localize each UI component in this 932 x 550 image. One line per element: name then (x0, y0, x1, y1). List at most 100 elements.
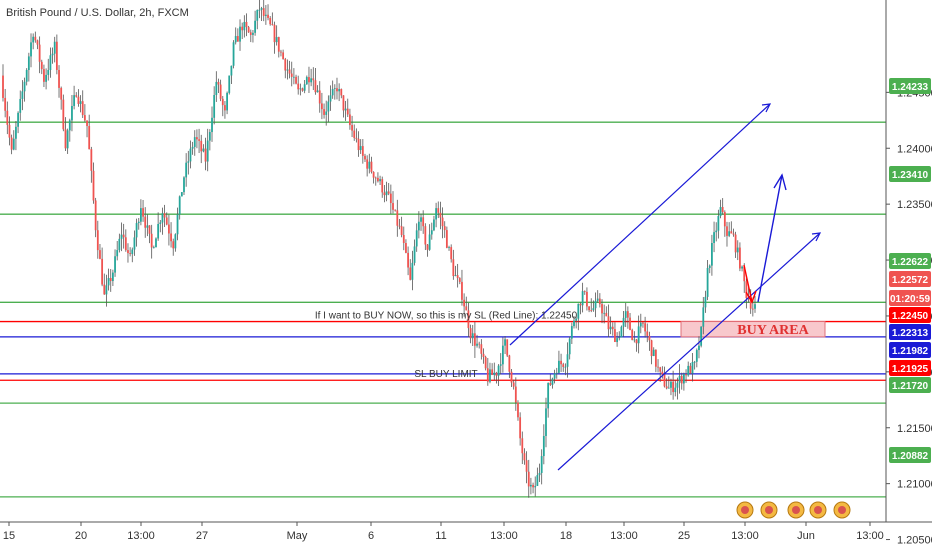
x-tick-label: 6 (368, 530, 374, 542)
candle-body (249, 32, 252, 35)
candle-body (592, 308, 595, 311)
candle-body (146, 225, 149, 228)
candle-body (331, 89, 334, 96)
candle-body (693, 361, 696, 363)
candle-body (23, 81, 26, 92)
candle-body (639, 322, 642, 327)
candle-body (726, 226, 728, 236)
candle-body (30, 42, 32, 57)
candle-body (47, 69, 50, 75)
horizontal-lines (0, 121, 886, 498)
candle-body (219, 84, 222, 99)
candle-body (215, 81, 218, 96)
candle-body (415, 230, 418, 247)
candle-body (364, 155, 366, 160)
candle-body (107, 277, 110, 286)
event-flag-center-icon (814, 506, 822, 514)
price-label-box (889, 307, 931, 323)
candle-body (424, 226, 427, 245)
candle-body (631, 329, 634, 341)
x-tick-label: 25 (678, 530, 690, 542)
candle-body (40, 61, 43, 70)
candle-body (62, 99, 65, 130)
candle-body (323, 109, 325, 115)
candle-body (99, 250, 101, 259)
event-flag-center-icon (765, 506, 773, 514)
candle-body (508, 355, 511, 372)
candle-body (594, 300, 597, 309)
candle-body (734, 234, 737, 253)
candle-body (532, 484, 534, 488)
price-label-text: 1.22622 (892, 257, 929, 268)
candle-body (536, 475, 539, 486)
candle-body (614, 329, 616, 343)
candle-body (372, 171, 375, 178)
candle-body (620, 326, 623, 338)
candle-body (588, 306, 590, 311)
candle-body (601, 304, 603, 314)
candle-body (558, 360, 560, 373)
x-tick-label: 13:00 (731, 530, 759, 542)
candle-body (79, 101, 82, 104)
pullback-arrowhead (745, 290, 757, 304)
candle-body (739, 247, 741, 269)
economic-events (736, 501, 851, 519)
price-label-text: 1.22572 (892, 275, 929, 286)
candle-body (605, 312, 608, 317)
candle-body (2, 75, 4, 98)
y-tick-label: 1.24000 (897, 143, 932, 155)
candle-body (8, 124, 11, 138)
candle-body (96, 230, 99, 251)
candle-body (706, 267, 709, 297)
candle-body (269, 17, 272, 25)
candle-body (94, 200, 97, 231)
candle-body (398, 225, 401, 227)
candle-body (510, 371, 513, 383)
candle-body (405, 243, 407, 253)
price-label-box (889, 360, 931, 376)
candle-body (208, 132, 211, 141)
drawings (509, 103, 822, 471)
candle-body (493, 372, 496, 375)
candle-body (290, 73, 293, 77)
candle-body (271, 24, 274, 25)
candle-body (288, 69, 291, 74)
candle-body (120, 234, 123, 239)
candle-body (21, 91, 24, 99)
event-flag-center-icon (792, 506, 800, 514)
candle-body (530, 484, 532, 487)
candle-body (374, 177, 377, 179)
candle-body (456, 275, 459, 279)
candle-body (504, 339, 506, 346)
candle-body (260, 8, 263, 10)
price-label-text: 1.23410 (892, 170, 929, 181)
candle-body (176, 214, 179, 235)
candle-body (17, 112, 19, 127)
candle-body (359, 146, 362, 151)
candle-body (310, 78, 313, 83)
candle-body (551, 378, 554, 385)
candle-body (553, 373, 556, 379)
candle-body (626, 311, 629, 318)
candle-body (351, 125, 353, 131)
candle-body (346, 108, 349, 115)
candle-body (562, 364, 565, 367)
candle-body (616, 338, 618, 343)
price-label-box (889, 447, 931, 463)
chart-title: British Pound / U.S. Dollar, 2h, FXCM (6, 7, 189, 19)
candle-body (452, 259, 455, 277)
candle-body (728, 231, 731, 236)
candle-body (433, 219, 435, 231)
candle-body (81, 101, 84, 116)
x-tick-label: 13:00 (127, 530, 155, 542)
candle-body (659, 367, 662, 372)
y-tick-label: 1.20500 (897, 535, 932, 547)
candle-body (38, 44, 41, 62)
candle-body (267, 14, 269, 18)
candle-body (45, 74, 47, 82)
x-tick-label: 11 (435, 530, 446, 542)
candle-body (55, 41, 58, 70)
candle-body (12, 138, 15, 150)
